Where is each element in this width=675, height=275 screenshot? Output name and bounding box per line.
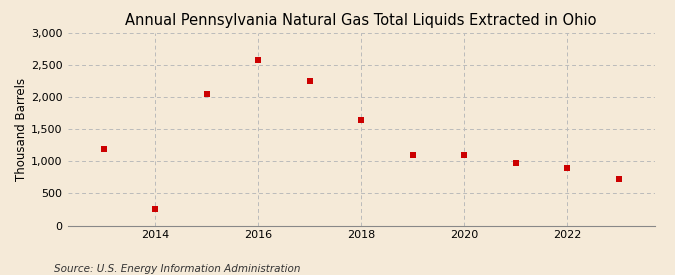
Point — [407, 153, 418, 157]
Point — [201, 92, 212, 96]
Point — [510, 161, 521, 165]
Point — [459, 153, 470, 157]
Title: Annual Pennsylvania Natural Gas Total Liquids Extracted in Ohio: Annual Pennsylvania Natural Gas Total Li… — [126, 13, 597, 28]
Point — [150, 207, 161, 212]
Y-axis label: Thousand Barrels: Thousand Barrels — [16, 78, 28, 181]
Point — [252, 58, 263, 62]
Point — [304, 79, 315, 83]
Point — [614, 177, 624, 181]
Point — [356, 117, 367, 122]
Text: Source: U.S. Energy Information Administration: Source: U.S. Energy Information Administ… — [54, 264, 300, 274]
Point — [562, 166, 572, 170]
Point — [98, 146, 109, 151]
